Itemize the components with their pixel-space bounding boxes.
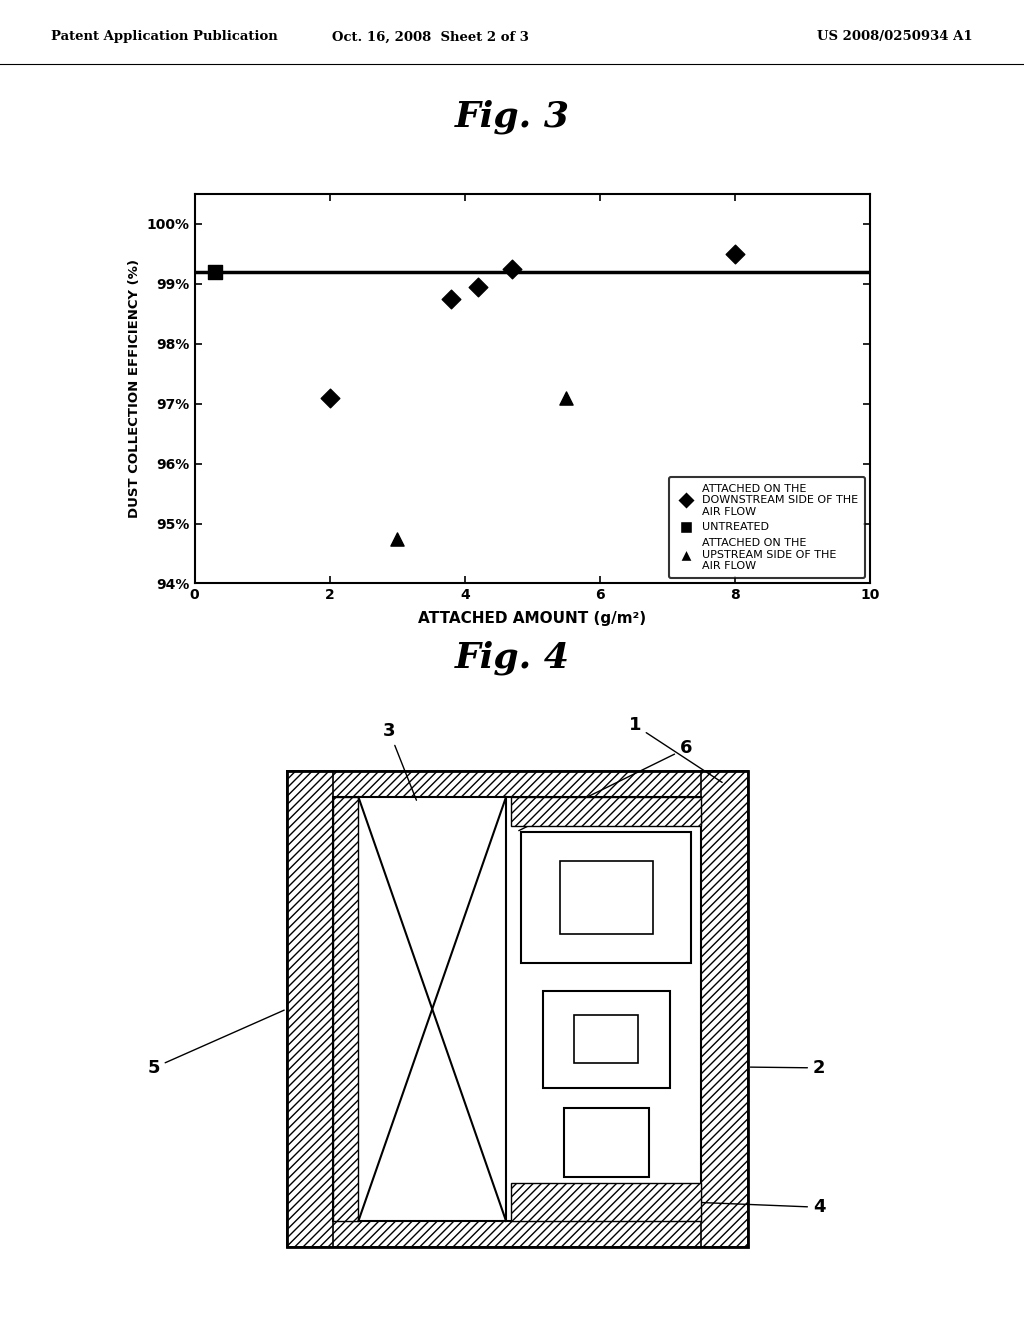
Text: 6: 6: [519, 739, 692, 830]
Bar: [701, 771, 748, 1247]
X-axis label: ATTACHED AMOUNT (g/m²): ATTACHED AMOUNT (g/m²): [419, 611, 646, 626]
Text: 3: 3: [383, 722, 417, 800]
Point: [207, 261, 223, 282]
Bar: [287, 771, 748, 1247]
Bar: [543, 991, 670, 1088]
Legend: ATTACHED ON THE
DOWNSTREAM SIDE OF THE
AIR FLOW, UNTREATED, ATTACHED ON THE
UPST: ATTACHED ON THE DOWNSTREAM SIDE OF THE A…: [669, 477, 865, 578]
Bar: [574, 1015, 638, 1064]
Bar: [511, 1183, 701, 1221]
Text: Fig. 4: Fig. 4: [455, 640, 569, 675]
Bar: [287, 1221, 748, 1247]
Text: US 2008/0250934 A1: US 2008/0250934 A1: [817, 30, 973, 44]
Text: Oct. 16, 2008  Sheet 2 of 3: Oct. 16, 2008 Sheet 2 of 3: [332, 30, 528, 44]
Bar: [560, 862, 653, 933]
Text: 4: 4: [694, 1199, 825, 1216]
Point: [322, 387, 338, 408]
Point: [470, 276, 486, 297]
Bar: [287, 771, 748, 797]
Bar: [333, 797, 701, 1221]
Text: 5: 5: [147, 1010, 285, 1077]
Point: [504, 259, 520, 280]
Text: Patent Application Publication: Patent Application Publication: [51, 30, 278, 44]
Text: 1: 1: [629, 717, 722, 783]
Text: 2: 2: [751, 1059, 825, 1077]
Bar: [521, 832, 691, 964]
Bar: [333, 797, 358, 1221]
Point: [389, 528, 406, 549]
Bar: [564, 1109, 649, 1177]
Bar: [287, 771, 333, 1247]
Point: [727, 243, 743, 264]
Bar: [511, 797, 701, 826]
Y-axis label: DUST COLLECTION EFFICIENCY (%): DUST COLLECTION EFFICIENCY (%): [128, 259, 141, 519]
Text: Fig. 3: Fig. 3: [455, 100, 569, 135]
Point: [558, 387, 574, 408]
Point: [443, 288, 460, 309]
